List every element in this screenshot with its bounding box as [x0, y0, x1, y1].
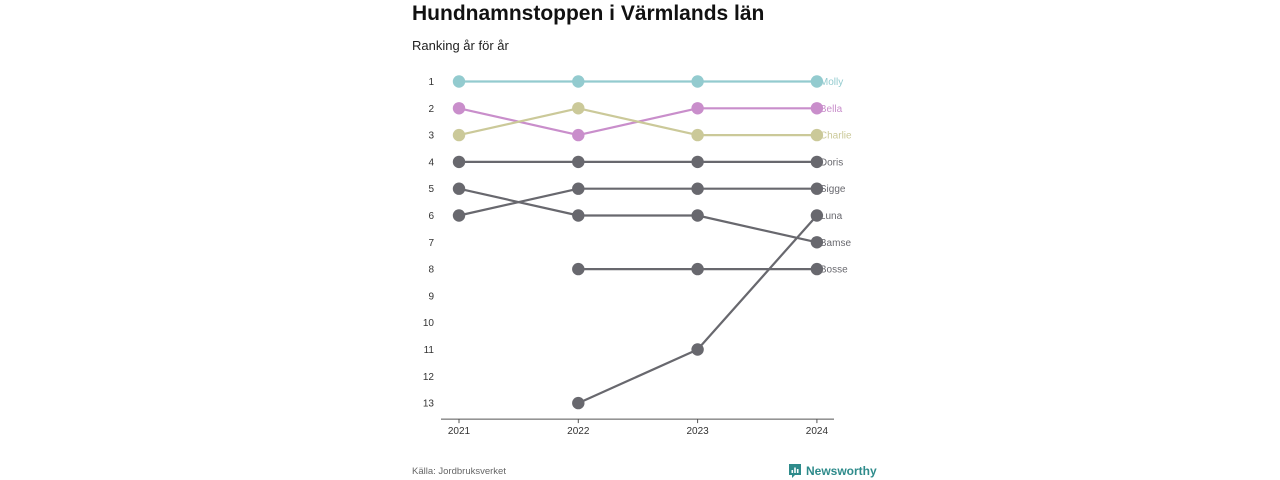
- y-tick-label-4: 4: [428, 157, 434, 168]
- data-point-luna-2024: [810, 209, 824, 222]
- data-point-bosse-2022: [572, 262, 585, 276]
- y-tick-label-13: 13: [423, 399, 435, 410]
- y-tick-label-8: 8: [428, 265, 434, 276]
- series-label-charlie: Charlie: [820, 131, 852, 142]
- brand-logo: Newsworthy: [788, 463, 877, 479]
- data-point-molly-2021: [452, 75, 466, 88]
- data-point-bamse-2024: [810, 236, 824, 249]
- data-point-sigge-2024: [810, 182, 824, 195]
- data-point-bella-2023: [691, 102, 704, 115]
- y-tick-label-6: 6: [428, 211, 434, 222]
- series-label-sigge: Sigge: [820, 184, 846, 195]
- data-point-luna-2023: [691, 343, 704, 356]
- data-point-sigge-2022: [572, 182, 585, 195]
- y-tick-label-7: 7: [428, 238, 434, 249]
- chart-title: Hundnamnstoppen i Värmlands län: [412, 2, 765, 25]
- brand-name: Newsworthy: [806, 464, 877, 478]
- data-point-doris-2022: [572, 155, 585, 169]
- data-point-doris-2024: [810, 155, 824, 169]
- y-tick-label-1: 1: [428, 77, 434, 88]
- x-tick-label-2021: 2021: [448, 426, 471, 437]
- series-label-bella: Bella: [820, 104, 843, 115]
- data-point-sigge-2021: [452, 209, 466, 222]
- series-line-sigge: [458, 187, 817, 217]
- series-label-molly: Molly: [820, 77, 843, 88]
- x-tick-label-2024: 2024: [806, 426, 829, 437]
- series-line-charlie: [458, 107, 817, 137]
- y-tick-label-11: 11: [424, 345, 435, 356]
- data-point-bella-2021: [452, 102, 466, 115]
- series-line-bamse: [458, 187, 818, 244]
- x-tick-label-2022: 2022: [567, 426, 590, 437]
- series-label-doris: Doris: [820, 157, 843, 168]
- series-label-bosse: Bosse: [820, 265, 848, 276]
- data-point-bosse-2023: [691, 262, 704, 276]
- data-point-bamse-2022: [572, 209, 585, 222]
- data-point-doris-2021: [452, 155, 466, 169]
- series-line-luna: [577, 214, 818, 405]
- data-point-bosse-2024: [810, 262, 824, 276]
- data-point-molly-2024: [810, 75, 824, 88]
- newsworthy-logo-icon: [789, 464, 801, 478]
- data-point-bamse-2021: [452, 182, 466, 195]
- data-point-bella-2024: [810, 102, 824, 115]
- series-label-luna: Luna: [820, 211, 843, 222]
- data-point-charlie-2022: [572, 102, 585, 115]
- y-tick-label-9: 9: [428, 291, 434, 302]
- y-tick-label-5: 5: [428, 184, 434, 195]
- y-tick-label-3: 3: [428, 131, 434, 142]
- data-point-charlie-2023: [691, 128, 704, 142]
- data-point-sigge-2023: [691, 182, 704, 195]
- x-tick-label-2023: 2023: [686, 426, 709, 437]
- data-point-molly-2022: [572, 75, 585, 88]
- y-tick-label-10: 10: [423, 318, 435, 329]
- data-point-luna-2022: [572, 396, 585, 410]
- data-point-charlie-2021: [452, 128, 466, 142]
- y-tick-label-2: 2: [428, 104, 434, 115]
- data-point-doris-2023: [691, 155, 704, 169]
- chart-subtitle: Ranking år för år: [412, 38, 509, 53]
- data-point-molly-2023: [691, 75, 704, 88]
- data-point-bella-2022: [572, 128, 585, 142]
- y-tick-label-12: 12: [423, 372, 435, 383]
- series-label-bamse: Bamse: [820, 238, 852, 249]
- data-point-charlie-2024: [810, 128, 824, 142]
- source-note: Källa: Jordbruksverket: [412, 466, 506, 477]
- data-point-bamse-2023: [691, 209, 704, 222]
